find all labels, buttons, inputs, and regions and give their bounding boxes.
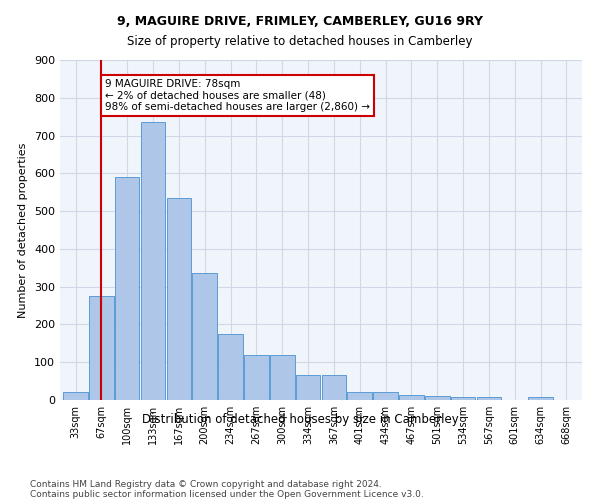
Bar (373, 392, 398, 400)
Text: Distribution of detached houses by size in Camberley: Distribution of detached houses by size … (142, 412, 458, 426)
Text: 9 MAGUIRE DRIVE: 78sqm
← 2% of detached houses are smaller (48)
98% of semi-deta: 9 MAGUIRE DRIVE: 78sqm ← 2% of detached … (105, 79, 370, 112)
Bar (270, 356, 295, 400)
Bar (89, 296, 113, 400)
Bar (115, 177, 139, 400)
Text: Size of property relative to detached houses in Camberley: Size of property relative to detached ho… (127, 35, 473, 48)
Bar (476, 397, 501, 400)
Bar (529, 397, 553, 400)
Bar (399, 396, 424, 400)
Text: 9, MAGUIRE DRIVE, FRIMLEY, CAMBERLEY, GU16 9RY: 9, MAGUIRE DRIVE, FRIMLEY, CAMBERLEY, GU… (117, 15, 483, 28)
Text: Contains HM Land Registry data © Crown copyright and database right 2024.
Contai: Contains HM Land Registry data © Crown c… (30, 480, 424, 500)
Bar (322, 376, 346, 400)
Bar (296, 376, 320, 400)
Bar (193, 274, 217, 400)
Bar (218, 334, 243, 400)
Bar (244, 356, 269, 400)
Bar (451, 397, 475, 400)
Bar (63, 392, 88, 400)
Bar (425, 396, 449, 400)
Bar (167, 198, 191, 400)
Bar (141, 122, 166, 400)
Bar (347, 392, 372, 400)
Y-axis label: Number of detached properties: Number of detached properties (19, 142, 28, 318)
